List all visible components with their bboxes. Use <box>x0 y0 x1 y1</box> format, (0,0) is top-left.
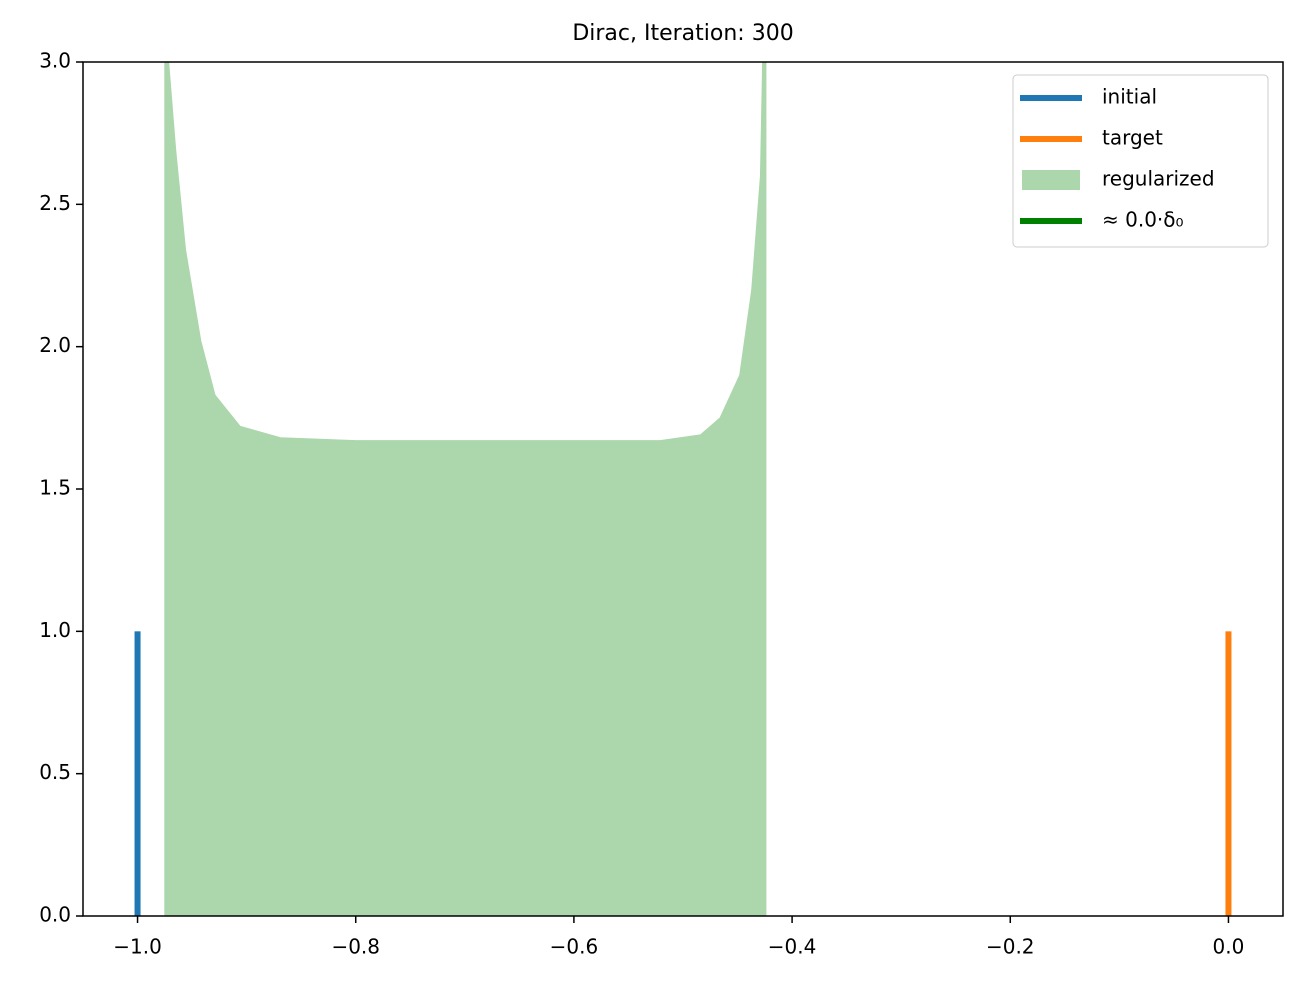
y-tick-label: 0.5 <box>39 760 71 784</box>
x-tick-label: −0.6 <box>550 935 599 959</box>
stem <box>1225 631 1232 916</box>
legend-label: regularized <box>1102 167 1215 191</box>
y-tick-label: 1.5 <box>39 476 71 500</box>
stem <box>134 631 141 916</box>
y-tick-label: 3.0 <box>39 49 71 73</box>
legend-frame <box>1012 74 1269 248</box>
legend-label: target <box>1102 126 1163 150</box>
legend-label: initial <box>1102 85 1157 109</box>
y-tick-label: 0.0 <box>39 903 71 927</box>
y-tick-label: 2.5 <box>39 191 71 215</box>
chart-title: Dirac, Iteration: 300 <box>572 21 793 46</box>
x-tick-label: 0.0 <box>1213 935 1245 959</box>
legend-label: ≈ 0.0·δ₀ <box>1102 208 1184 232</box>
x-tick-label: −0.4 <box>768 935 817 959</box>
x-tick-label: −0.2 <box>986 935 1035 959</box>
plot-area <box>134 62 1232 916</box>
x-tick-label: −0.8 <box>331 935 380 959</box>
area <box>164 62 767 916</box>
y-tick-label: 2.0 <box>39 333 71 357</box>
legend-swatch <box>1022 170 1080 190</box>
y-tick-label: 1.0 <box>39 618 71 642</box>
x-tick-label: −1.0 <box>113 935 162 959</box>
legend: initial target regularized ≈ 0.0·δ₀ <box>1012 74 1269 248</box>
